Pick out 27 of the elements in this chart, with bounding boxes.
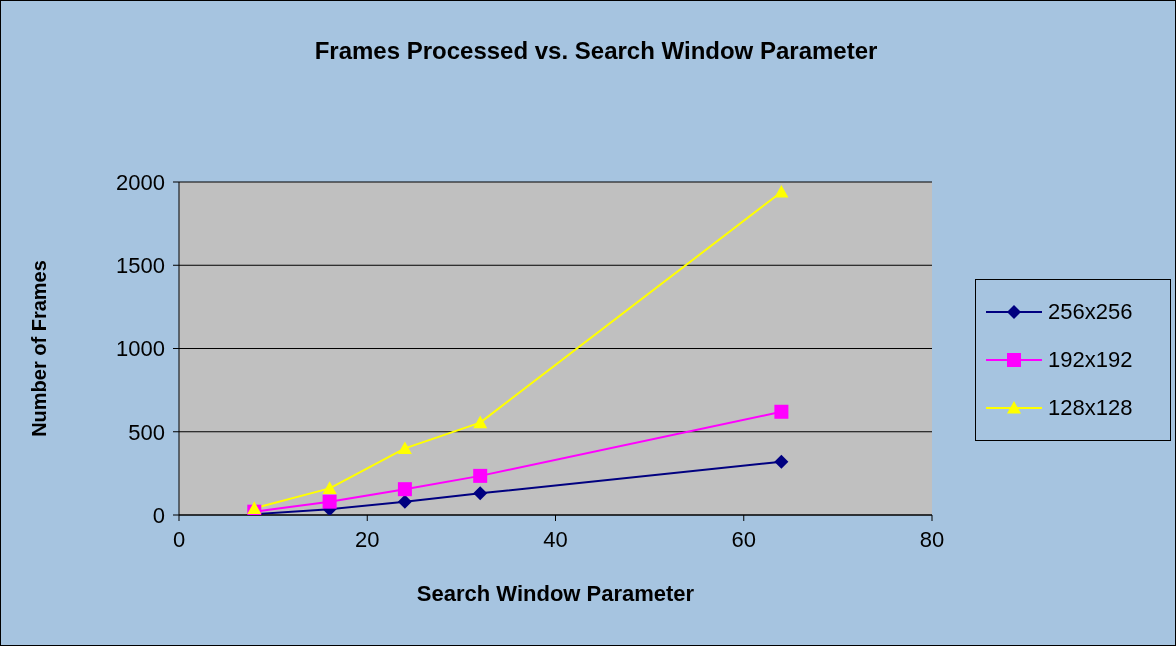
x-tick-label: 0 — [172, 526, 186, 552]
point — [473, 486, 488, 501]
point — [473, 468, 488, 483]
legend-label: 192x192 — [1048, 346, 1133, 374]
x-tick-label: 20 — [355, 526, 380, 552]
point — [397, 494, 412, 509]
point — [473, 415, 488, 429]
y-tick-label: 0 — [152, 502, 165, 528]
point — [774, 184, 789, 198]
x-tick-label: 60 — [731, 526, 756, 552]
legend-label: 128x128 — [1048, 394, 1133, 422]
point — [397, 441, 412, 454]
y-axis-title: Number of Frames — [28, 260, 51, 437]
legend-label: 256x256 — [1048, 298, 1133, 326]
point — [774, 454, 789, 469]
chart-title: Frames Processed vs. Search Window Parameter — [313, 37, 879, 65]
x-axis-title: Search Window Parameter — [416, 580, 695, 606]
point — [322, 481, 337, 494]
y-tick-label: 500 — [128, 419, 165, 445]
y-tick-label: 1500 — [116, 253, 165, 279]
point — [774, 404, 789, 419]
point — [397, 482, 412, 497]
x-tick-label: 80 — [919, 526, 945, 552]
x-tick-label: 40 — [543, 526, 568, 552]
y-tick-label: 2000 — [116, 169, 165, 195]
point — [322, 494, 337, 509]
y-tick-label: 1000 — [116, 336, 165, 362]
